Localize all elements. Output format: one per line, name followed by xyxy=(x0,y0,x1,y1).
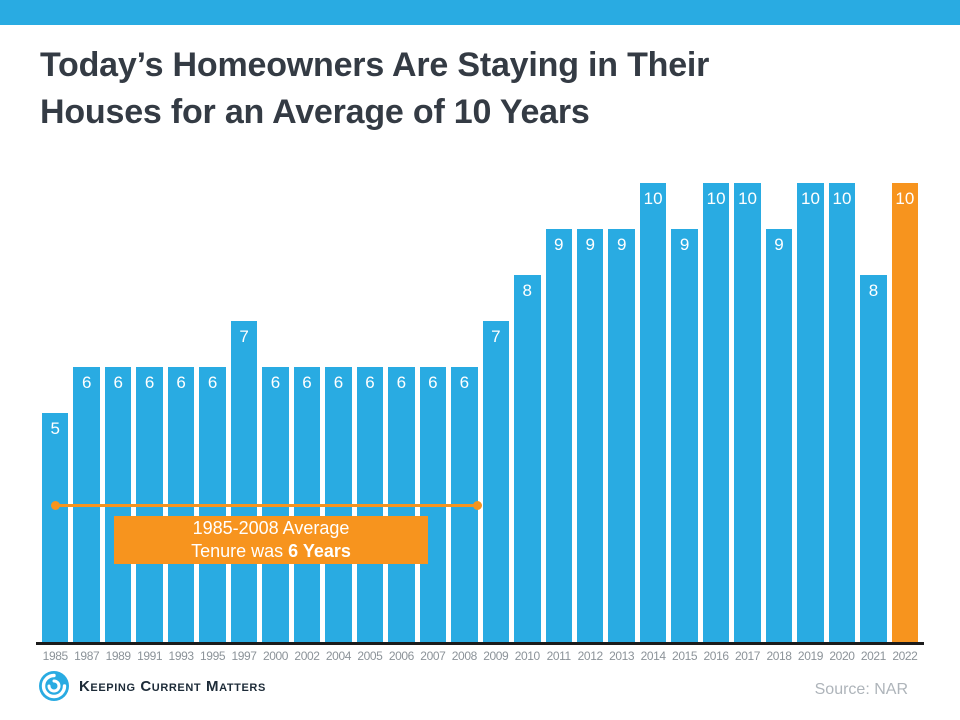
callout-line2-bold: 6 Years xyxy=(288,541,351,561)
bar-value-label-2005: 6 xyxy=(365,373,375,392)
kcm-swirl-icon xyxy=(38,670,70,702)
bar-2009: 7 xyxy=(482,321,510,643)
bar-2015: 9 xyxy=(671,229,698,643)
page-title-line1: Today’s Homeowners Are Staying in Their xyxy=(40,46,710,84)
bar-2018: 9 xyxy=(765,229,793,643)
average-tenure-callout: 1985-2008 Average Tenure was 6 Years xyxy=(114,516,428,564)
bar-2012: 9 xyxy=(576,229,604,643)
callout-line1: 1985-2008 Average xyxy=(192,518,350,538)
x-tick-2012: 2012 xyxy=(577,649,604,663)
x-tick-1991: 1991 xyxy=(137,649,163,663)
bar-value-label-2011: 9 xyxy=(554,235,564,254)
source-attribution: Source: NAR xyxy=(814,681,908,698)
x-tick-2017: 2017 xyxy=(734,649,761,663)
bar-value-label-2008: 6 xyxy=(459,373,470,392)
bar-value-label-2020: 10 xyxy=(832,189,852,208)
x-tick-2014: 2014 xyxy=(640,649,667,663)
bar-2010: 8 xyxy=(514,275,541,643)
x-tick-1987: 1987 xyxy=(74,649,100,663)
x-tick-2000: 2000 xyxy=(262,649,289,663)
bar-2014: 10 xyxy=(639,183,667,643)
bar-value-label-2013: 9 xyxy=(616,235,627,254)
x-tick-2021: 2021 xyxy=(860,649,887,663)
x-tick-2015: 2015 xyxy=(672,649,698,663)
bar-value-label-1987: 6 xyxy=(81,373,92,392)
brand-logo: Keeping Current Matters xyxy=(38,670,266,702)
bar-value-label-2009: 7 xyxy=(491,327,501,346)
bar-1997: 7 xyxy=(230,321,258,643)
bar-value-label-2017: 10 xyxy=(738,189,757,208)
x-tick-2018: 2018 xyxy=(766,649,792,663)
bar-value-label-2000: 6 xyxy=(270,373,281,392)
x-tick-2005: 2005 xyxy=(357,649,383,663)
average-tenure-line xyxy=(51,501,482,510)
x-tick-1993: 1993 xyxy=(168,649,195,663)
x-tick-2020: 2020 xyxy=(829,649,855,663)
bar-value-label-2015: 9 xyxy=(679,235,690,254)
x-tick-2008: 2008 xyxy=(451,649,478,663)
top-accent-strip xyxy=(0,0,960,25)
bar-value-label-2012: 9 xyxy=(585,235,595,254)
x-axis-line xyxy=(36,642,924,645)
bar-value-label-1985: 5 xyxy=(50,419,60,438)
x-axis-labels: 1985 1987 1989 1991 1993 1995 1997 2000 2002 2004… xyxy=(42,649,918,663)
x-tick-2004: 2004 xyxy=(325,649,352,663)
x-tick-2016: 2016 xyxy=(703,649,730,663)
callout-line2-prefix: Tenure was xyxy=(191,541,289,561)
x-tick-1995: 1995 xyxy=(200,649,226,663)
bar-value-label-2016: 10 xyxy=(706,189,726,208)
bar-chart: 5 6 6 6 6 6 7 6 6 6 6 6 6 6 7 8 9 9 9 10 9 10 10 9 10 10 8 10 xyxy=(42,183,919,643)
bar-value-label-2018: 9 xyxy=(774,235,784,254)
bar-2011: 9 xyxy=(545,229,572,643)
bar-value-label-2007: 6 xyxy=(428,373,438,392)
bar-2016: 10 xyxy=(702,183,730,643)
bar-1985: 5 xyxy=(42,413,69,643)
x-tick-2007: 2007 xyxy=(420,649,446,663)
x-tick-2019: 2019 xyxy=(797,649,824,663)
x-tick-1989: 1989 xyxy=(105,649,132,663)
bar-2020: 10 xyxy=(828,183,856,643)
callout-line2: Tenure was 6 Years xyxy=(114,540,428,563)
x-tick-1985: 1985 xyxy=(42,649,69,663)
bar-value-label-2004: 6 xyxy=(333,373,344,392)
bar-2019: 10 xyxy=(797,183,824,643)
x-tick-2010: 2010 xyxy=(514,649,541,663)
x-tick-2002: 2002 xyxy=(294,649,320,663)
bar-value-label-2014: 10 xyxy=(643,189,663,208)
line-endpoint-dot-left xyxy=(51,501,60,510)
bar-value-label-2006: 6 xyxy=(396,373,407,392)
bar-2017: 10 xyxy=(734,183,761,643)
x-tick-2006: 2006 xyxy=(388,649,415,663)
bar-value-label-2002: 6 xyxy=(302,373,312,392)
line-endpoint-dot-right xyxy=(473,501,482,510)
x-tick-2011: 2011 xyxy=(546,649,572,663)
x-tick-1997: 1997 xyxy=(231,649,257,663)
bar-value-label-1991: 6 xyxy=(144,373,155,392)
bar-value-label-1995: 6 xyxy=(207,373,218,392)
bar-value-label-2010: 8 xyxy=(522,281,532,300)
x-tick-2009: 2009 xyxy=(483,649,509,663)
bar-2021: 8 xyxy=(860,275,887,643)
brand-name: Keeping Current Matters xyxy=(79,677,266,695)
x-tick-2013: 2013 xyxy=(609,649,635,663)
page-title-line2: Houses for an Average of 10 Years xyxy=(40,93,590,131)
bar-value-label-1997: 7 xyxy=(239,327,249,346)
bar-value-label-2019: 10 xyxy=(801,189,820,208)
bar-2022: 10 xyxy=(891,183,919,643)
page-title: Today’s Homeowners Are Staying in Their … xyxy=(40,42,940,136)
bar-2013: 9 xyxy=(608,229,635,643)
bar-value-label-2021: 8 xyxy=(868,281,879,300)
bar-value-label-1989: 6 xyxy=(113,373,123,392)
bar-value-label-2022: 10 xyxy=(895,189,915,208)
x-tick-2022: 2022 xyxy=(892,649,918,663)
bar-value-label-1993: 6 xyxy=(176,373,186,392)
